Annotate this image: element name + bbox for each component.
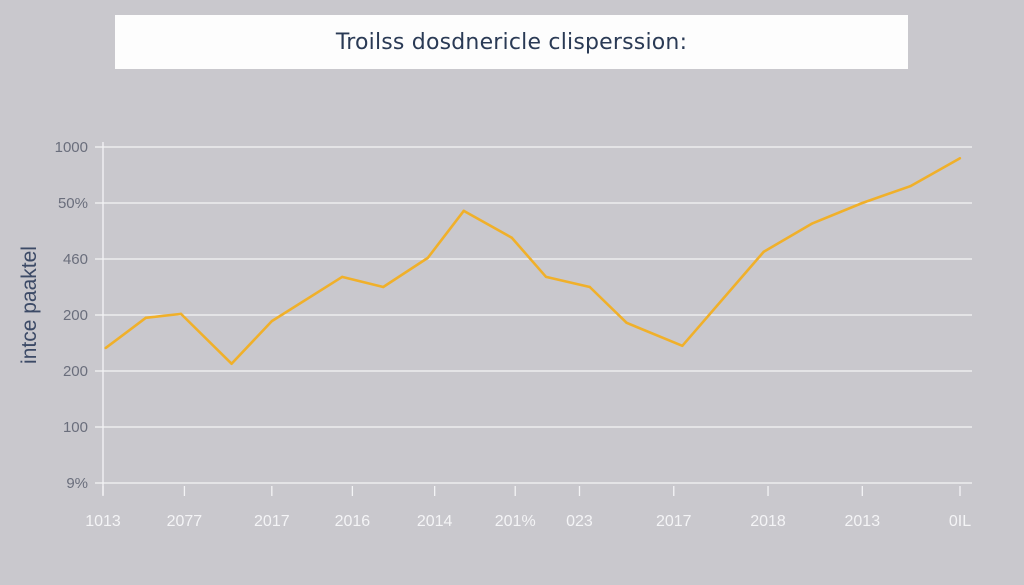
- data-point: [230, 362, 233, 365]
- data-point: [909, 185, 912, 188]
- x-tick-label: 2017: [656, 513, 692, 530]
- data-point: [958, 157, 962, 160]
- data-point: [462, 209, 465, 213]
- x-tick-label: 2014: [417, 513, 453, 530]
- data-point: [810, 222, 813, 225]
- x-tick-label: 2077: [167, 513, 203, 530]
- y-tick-label: 100: [63, 419, 88, 436]
- data-point: [270, 319, 274, 323]
- x-tick-label: 023: [566, 513, 593, 530]
- data-point: [588, 285, 591, 289]
- x-tick-label: 2013: [845, 513, 881, 530]
- data-point: [510, 236, 513, 239]
- data-point: [144, 316, 148, 319]
- data-point: [861, 201, 864, 205]
- data-point: [544, 275, 548, 279]
- x-tick-label: 2016: [335, 513, 371, 530]
- data-point: [625, 321, 628, 325]
- chart-title: Troilss dosdnericle clisperssion:: [335, 29, 688, 55]
- data-point: [681, 344, 684, 347]
- data-point: [104, 346, 107, 350]
- y-tick-label: 460: [63, 251, 88, 268]
- y-tick-label: 50%: [58, 195, 88, 212]
- series-line: [104, 157, 961, 366]
- x-tick-label: 0IL: [949, 513, 971, 530]
- data-point: [762, 250, 765, 253]
- chart-title-box: Troilss dosdnericle clisperssion:: [115, 15, 908, 69]
- x-tick-label: 201%: [495, 513, 536, 530]
- y-tick-label: 1000: [55, 139, 88, 156]
- y-tick-label: 200: [63, 363, 88, 380]
- data-point: [340, 275, 344, 279]
- x-tick-label: 1013: [85, 513, 121, 530]
- y-tick-label: 9%: [66, 475, 88, 492]
- data-point: [179, 312, 183, 316]
- data-point: [382, 285, 385, 289]
- x-tick-label: 2017: [254, 513, 290, 530]
- y-tick-label: 200: [63, 307, 88, 324]
- data-point: [426, 256, 430, 260]
- x-tick-label: 2018: [750, 513, 786, 530]
